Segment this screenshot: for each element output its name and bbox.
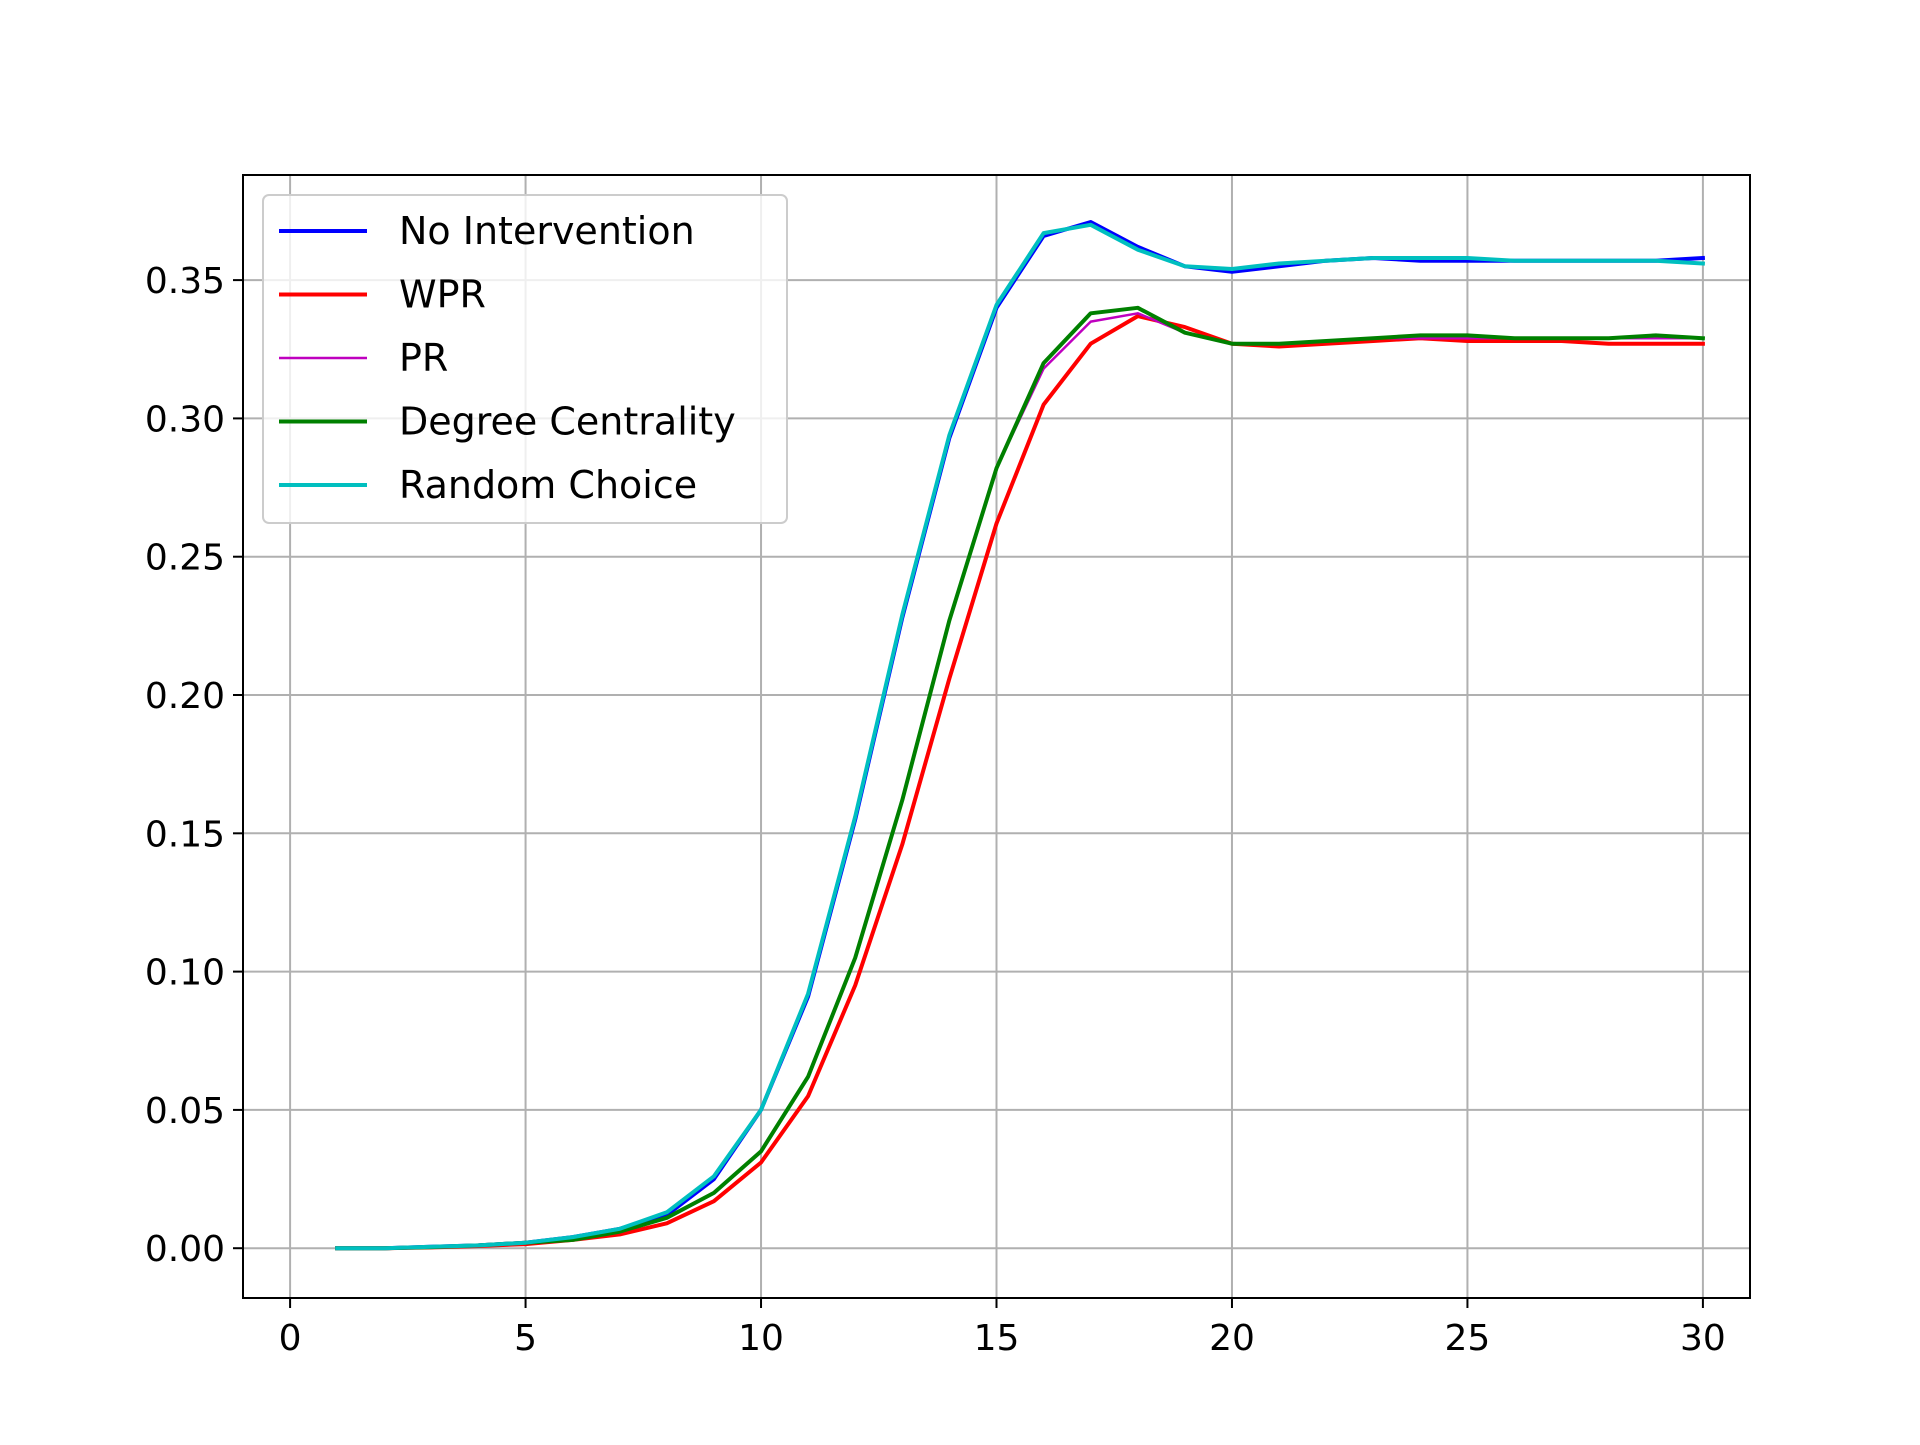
legend-label: No Intervention [399, 209, 695, 253]
series-lines [335, 220, 1706, 1251]
y-tick-label: 0.35 [145, 261, 225, 302]
x-tick-label: 15 [974, 1318, 1020, 1359]
y-tick-label: 0.05 [145, 1091, 225, 1132]
y-tick-label: 0.15 [145, 814, 225, 855]
legend-label: Random Choice [399, 463, 697, 507]
y-tick-label: 0.00 [145, 1229, 225, 1270]
legend-box [262, 194, 788, 524]
x-tick-label: 0 [279, 1318, 302, 1359]
x-axis: 0 5 10 15 20 25 30 [279, 1298, 1726, 1359]
y-tick-label: 0.30 [145, 399, 225, 440]
series-line-degree-centrality [335, 305, 1706, 1251]
legend-label: WPR [399, 273, 486, 317]
x-tick-label: 10 [738, 1318, 784, 1359]
legend-label: Degree Centrality [399, 400, 736, 444]
x-tick-label: 30 [1680, 1318, 1726, 1359]
legend-label: PR [399, 336, 448, 380]
grid [243, 175, 1750, 1298]
x-tick-label: 5 [514, 1318, 537, 1359]
legend: No Intervention WPR PR Degree Centrality Ran… [262, 194, 788, 524]
series-line-random-choice [335, 222, 1706, 1251]
y-tick-label: 0.25 [145, 538, 225, 579]
x-tick-label: 25 [1445, 1318, 1491, 1359]
y-tick-label: 0.20 [145, 676, 225, 717]
y-tick-label: 0.10 [145, 953, 225, 994]
y-axis: 0.00 0.05 0.10 0.15 0.20 0.25 0.30 0.35 [145, 261, 243, 1270]
x-tick-label: 20 [1209, 1318, 1255, 1359]
